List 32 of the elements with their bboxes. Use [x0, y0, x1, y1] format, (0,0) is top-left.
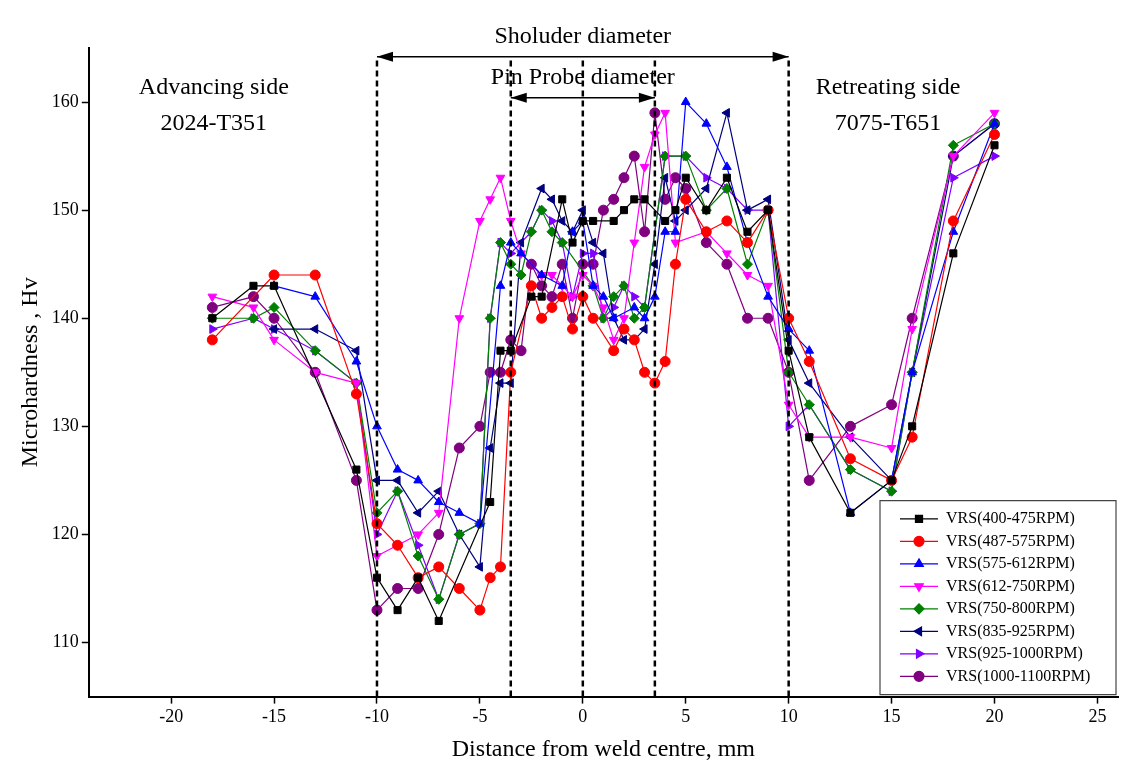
- legend-label: VRS(575-612RPM): [946, 554, 1075, 573]
- y-axis-title: Microhardness , Hv: [15, 277, 42, 468]
- x-tick-label: -20: [159, 706, 184, 727]
- x-axis-title: Distance from weld centre, mm: [451, 734, 756, 761]
- x-tick-label: 20: [985, 706, 1004, 727]
- legend-label: VRS(612-750RPM): [946, 576, 1075, 595]
- x-tick-label: 5: [681, 706, 691, 727]
- annotation: 2024-T351: [160, 109, 268, 136]
- legend-label: VRS(925-1000RPM): [946, 644, 1083, 663]
- x-tick-label: 10: [779, 706, 798, 727]
- annotation: Advancing side: [138, 73, 289, 100]
- annotation: Retreating side: [815, 73, 961, 100]
- annotation: Pin Probe diameter: [490, 63, 675, 90]
- x-tick-label: 15: [882, 706, 901, 727]
- x-tick-label: -10: [364, 706, 389, 727]
- y-tick-label: 160: [51, 90, 79, 111]
- y-tick-label: 120: [51, 523, 79, 544]
- y-tick-label: 110: [52, 631, 79, 652]
- y-tick-label: 140: [51, 306, 79, 327]
- legend-label: VRS(400-475RPM): [946, 509, 1075, 528]
- legend-label: VRS(1000-1100RPM): [946, 666, 1091, 685]
- x-tick-label: 25: [1088, 706, 1107, 727]
- legend-label: VRS(835-925RPM): [946, 621, 1075, 640]
- x-tick-label: -15: [262, 706, 287, 727]
- annotation: 7075-T651: [834, 109, 942, 136]
- x-tick-label: 0: [578, 706, 588, 727]
- legend-label: VRS(487-575RPM): [946, 531, 1075, 550]
- x-tick-label: -5: [472, 706, 488, 727]
- annotation: Sholuder diameter: [494, 21, 672, 48]
- legend-label: VRS(750-800RPM): [946, 599, 1075, 618]
- y-tick-label: 130: [51, 415, 79, 436]
- y-tick-label: 150: [51, 198, 79, 219]
